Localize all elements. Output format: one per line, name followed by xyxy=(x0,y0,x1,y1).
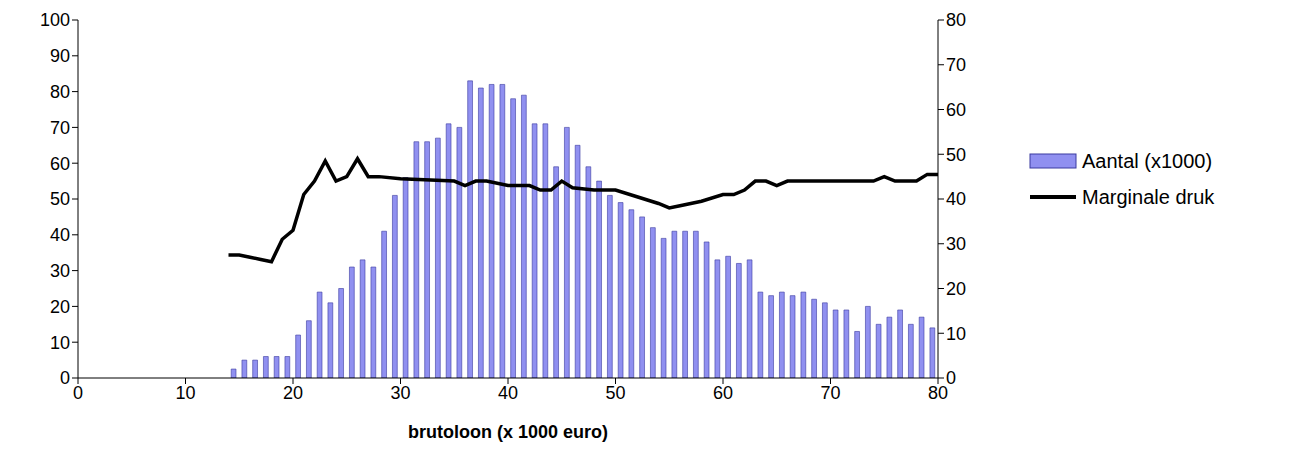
svg-text:30: 30 xyxy=(390,383,410,403)
svg-text:30: 30 xyxy=(946,234,966,254)
svg-text:50: 50 xyxy=(605,383,625,403)
svg-text:40: 40 xyxy=(946,189,966,209)
svg-text:20: 20 xyxy=(283,383,303,403)
svg-text:10: 10 xyxy=(946,324,966,344)
html-text:Marginale druk: Marginale druk xyxy=(1082,185,1215,208)
svg-text:70: 70 xyxy=(50,118,70,138)
svg-text:50: 50 xyxy=(50,189,70,209)
svg-text:50: 50 xyxy=(946,145,966,165)
svg-text:40: 40 xyxy=(50,225,70,245)
svg-text:80: 80 xyxy=(50,82,70,102)
svg-text:100: 100 xyxy=(40,10,70,30)
svg-text:0: 0 xyxy=(60,368,70,388)
svg-text:90: 90 xyxy=(50,46,70,66)
svg-text:70: 70 xyxy=(946,55,966,75)
svg-text:20: 20 xyxy=(946,279,966,299)
svg-text:0: 0 xyxy=(73,383,83,403)
svg-text:60: 60 xyxy=(50,154,70,174)
svg-text:40: 40 xyxy=(498,383,518,403)
svg-text:0: 0 xyxy=(946,368,956,388)
svg-text:10: 10 xyxy=(175,383,195,403)
svg-text:80: 80 xyxy=(928,383,948,403)
html-text:Aantal (x1000): Aantal (x1000) xyxy=(1082,149,1213,172)
svg-text:20: 20 xyxy=(50,297,70,317)
svg-text:brutoloon (x 1000 euro): brutoloon (x 1000 euro) xyxy=(408,422,608,442)
svg-text:80: 80 xyxy=(946,10,966,30)
svg-text:30: 30 xyxy=(50,261,70,281)
svg-text:60: 60 xyxy=(713,383,733,403)
svg-text:60: 60 xyxy=(946,100,966,120)
svg-text:10: 10 xyxy=(50,333,70,353)
svg-text:70: 70 xyxy=(820,383,840,403)
